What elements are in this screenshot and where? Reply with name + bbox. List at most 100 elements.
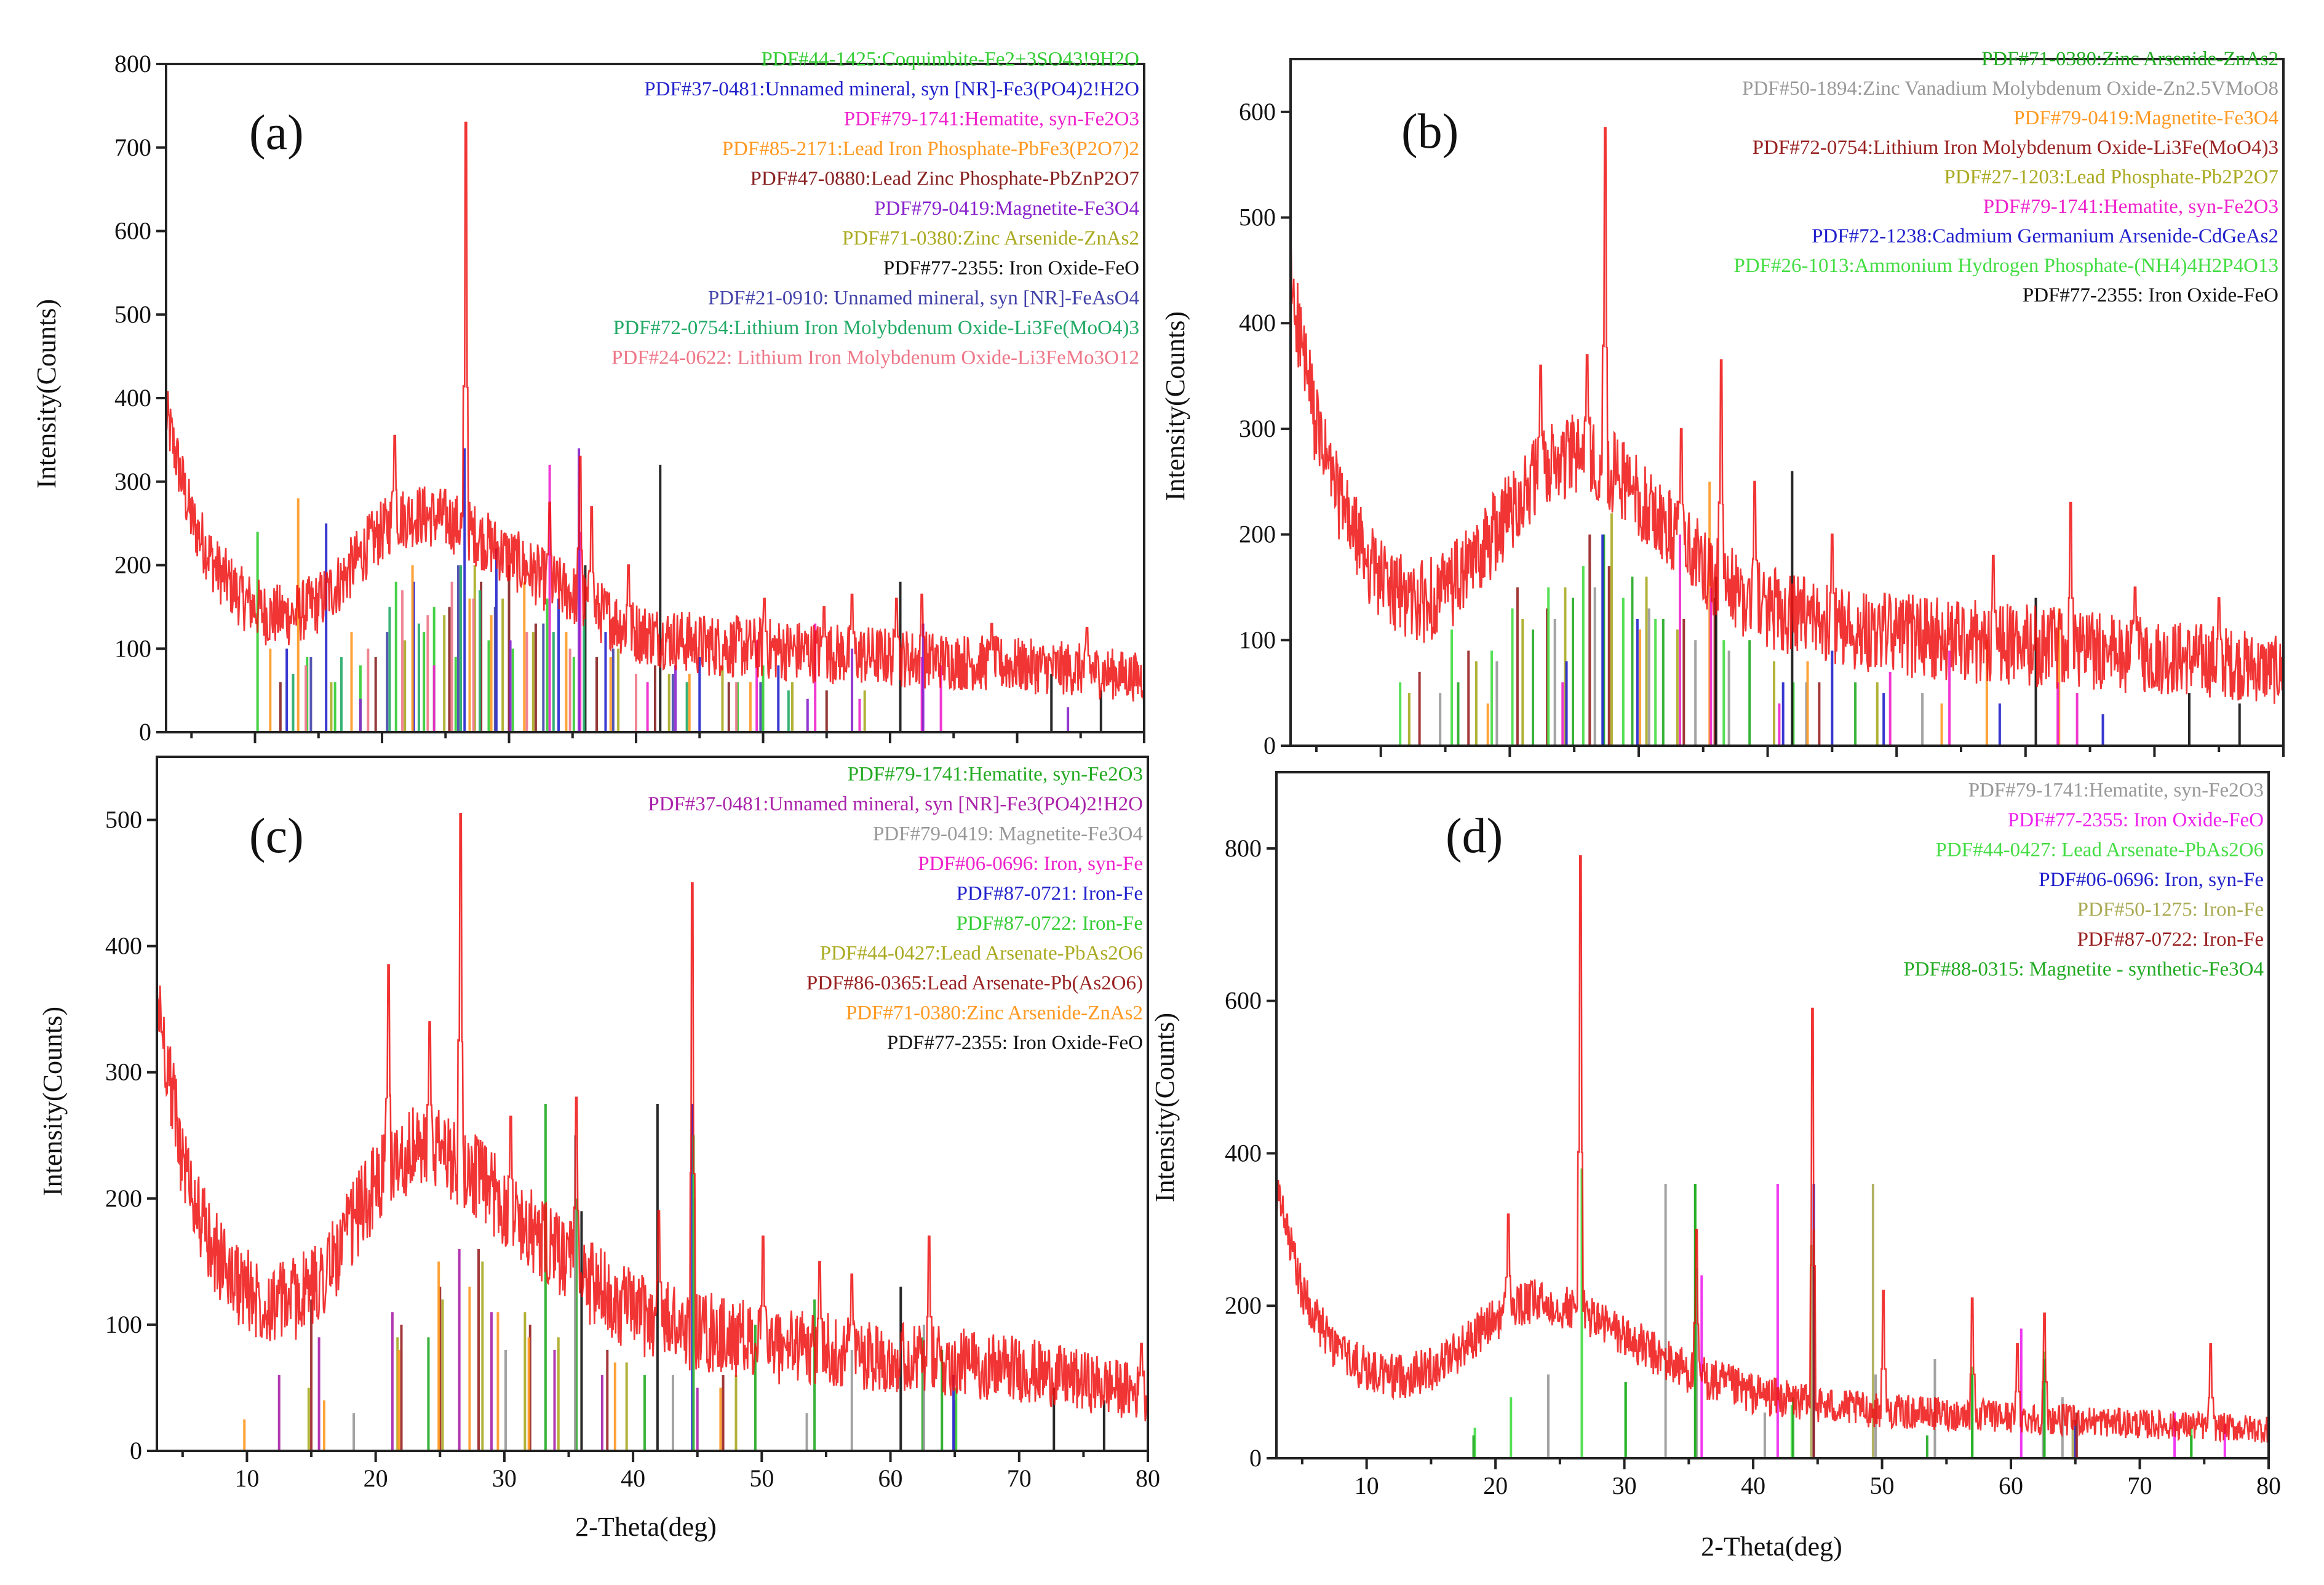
panel-a-ytick-label-0: 0 [139, 718, 151, 746]
panel-c-xtick-label-4: 50 [749, 1464, 774, 1492]
panel-c-series-1 [277, 1248, 699, 1451]
panel-b-legend-item-7: PDF#26-1013:Ammonium Hydrogen Phosphate-… [1734, 255, 2278, 277]
panel-c-legend-item-0: PDF#79-1741:Hematite, syn-Fe2O3 [848, 764, 1143, 786]
panel-a-ytick-label-3: 300 [114, 468, 151, 495]
panel-a-series-8 [309, 565, 762, 732]
panel-a-ytick-label-5: 500 [114, 300, 151, 328]
panel-c-series-5 [692, 1135, 958, 1451]
panel-d-xtick-label-4: 50 [1870, 1472, 1895, 1499]
panel-d-legend-item-6: PDF#88-0315: Magnetite - synthetic-Fe3O4 [1903, 959, 2264, 981]
panel-a-series-4 [279, 565, 828, 732]
panel-c-ytick-label-2: 200 [105, 1184, 142, 1212]
panel-d-ytick-label-2: 400 [1225, 1139, 1262, 1167]
panel-d-ylabel: Intensity(Counts) [1150, 1013, 1180, 1202]
panel-a-ytick-label-6: 600 [114, 217, 151, 245]
panel-d-xtick-label-0: 10 [1355, 1472, 1379, 1499]
panel-a-ytick-label-1: 100 [114, 634, 151, 662]
panel-a-ytick-label-7: 700 [114, 134, 151, 161]
panel-b-legend-item-0: PDF#71-0380:Zinc Arsenide-ZnAs2 [1981, 48, 2278, 70]
panel-d-ytick-label-1: 200 [1225, 1292, 1262, 1319]
panel-c-series-7 [310, 1248, 725, 1451]
panel-c-xlabel: 2-Theta(deg) [575, 1512, 717, 1542]
panel-c-legend-item-1: PDF#37-0481:Unnamed mineral, syn [NR]-Fe… [648, 793, 1143, 815]
panel-d-legend-item-5: PDF#87-0722: Iron-Fe [2077, 928, 2264, 951]
panel-b-ytick-label-1: 100 [1239, 626, 1276, 653]
panel-b-legend-item-3: PDF#72-0754:Lithium Iron Molybdenum Oxid… [1753, 137, 2278, 159]
panel-a-series-0 [256, 532, 765, 732]
panel-b-ytick-label-3: 300 [1239, 415, 1276, 442]
panel-c-ytick-label-1: 100 [105, 1311, 142, 1338]
panel-c-xtick-label-3: 40 [621, 1464, 645, 1492]
panel-d-ytick-label-4: 800 [1225, 834, 1262, 862]
panel-a-measured-curve [166, 121, 1144, 702]
panel-d-legend-item-0: PDF#79-1741:Hematite, syn-Fe2O3 [1968, 780, 2264, 802]
panel-a-legend-item-7: PDF#77-2355: Iron Oxide-FeO [883, 257, 1139, 279]
panel-d-xtick-label-7: 80 [2256, 1472, 2281, 1499]
panel-c-legend-item-4: PDF#87-0721: Iron-Fe [957, 883, 1143, 905]
panel-c-xtick-label-1: 20 [364, 1464, 388, 1492]
panel-b-legend-item-5: PDF#79-1741:Hematite, syn-Fe2O3 [1983, 196, 2278, 218]
panel-a-series-6 [330, 565, 866, 732]
panel-d-xtick-label-6: 70 [2128, 1472, 2152, 1499]
panel-d-xtick-label-3: 40 [1741, 1472, 1765, 1499]
panel-c-ytick-label-5: 500 [105, 806, 142, 834]
panel-c-xtick-label-0: 10 [234, 1464, 259, 1492]
panel-a-ytick-label-8: 800 [114, 50, 151, 78]
panel-a-series-10 [304, 581, 738, 732]
panel-a-ylabel: Intensity(Counts) [31, 299, 62, 489]
panel-c-xtick-label-7: 80 [1136, 1464, 1160, 1492]
panel-b-legend-item-6: PDF#72-1238:Cadmium Germanium Arsenide-C… [1812, 225, 2278, 247]
panel-c-measured-curve [157, 813, 1148, 1422]
panel-c-legend-item-8: PDF#71-0380:Zinc Arsenide-ZnAs2 [846, 1002, 1143, 1024]
panel-c-xtick-label-5: 60 [878, 1464, 903, 1492]
panel-a-ytick-label-2: 200 [114, 551, 151, 579]
panel-b-ytick-label-5: 500 [1239, 204, 1276, 231]
panel-a-frame [165, 63, 1145, 733]
panel-c-frame [156, 756, 1149, 1452]
panel-a-ytick-label-4: 400 [114, 384, 151, 412]
panel-b-label: (b) [1401, 105, 1458, 159]
panel-d-label: (d) [1446, 809, 1503, 863]
panel-c-ytick-label-3: 300 [105, 1058, 142, 1086]
panel-a-legend-item-1: PDF#37-0481:Unnamed mineral, syn [NR]-Fe… [644, 78, 1139, 100]
panel-b: 0 100 200 300 400 500 600 PDF#71-0380:Zinc Ars… [1160, 48, 2285, 759]
panel-d: 0 200 400 600 800 10 20 30 40 50 60 70 80 PDF#79-174… [1150, 771, 2281, 1562]
panel-b-ylabel: Intensity(Counts) [1160, 311, 1190, 501]
panel-b-legend-item-8: PDF#77-2355: Iron Oxide-FeO [2023, 284, 2278, 306]
panel-c-series-6 [307, 1261, 738, 1451]
panel-b-series-4 [1407, 513, 1879, 746]
panel-a-series-1 [285, 448, 780, 732]
panel-c-series-8 [243, 1261, 722, 1451]
panel-b-ytick-label-0: 0 [1263, 732, 1276, 759]
panel-b-series-3 [1418, 534, 1821, 746]
panel-c: 0 100 200 300 400 500 10 20 30 40 50 60 70 80 PDF#79-… [38, 756, 1160, 1542]
panel-b-ytick-label-4: 400 [1239, 309, 1276, 337]
panel-a-legend-item-8: PDF#21-0910: Unnamed mineral, syn [NR]-F… [708, 287, 1139, 309]
panel-a-legend-item-3: PDF#85-2171:Lead Iron Phosphate-PbFe3(P2… [722, 138, 1139, 160]
panel-c-legend-item-9: PDF#77-2355: Iron Oxide-FeO [887, 1032, 1143, 1054]
panel-d-legend-item-2: PDF#44-0427: Lead Arsenate-PbAs2O6 [1936, 839, 2264, 861]
panel-a: 0 100 200 300 400 500 600 700 800 PDF#44-1425:Co… [31, 49, 1145, 746]
panel-c-legend-item-2: PDF#79-0419: Magnetite-Fe3O4 [873, 823, 1143, 845]
panel-b-legend-item-4: PDF#27-1203:Lead Phosphate-Pb2P2O7 [1944, 166, 2278, 188]
panel-a-series-5 [359, 448, 1070, 732]
panel-a-legend-item-9: PDF#72-0754:Lithium Iron Molybdenum Oxid… [613, 317, 1139, 339]
panel-c-legend-item-5: PDF#87-0722: Iron-Fe [957, 912, 1143, 935]
panel-b-legend-item-1: PDF#50-1894:Zinc Vanadium Molybdenum Oxi… [1742, 78, 2278, 100]
panel-d-xtick-label-1: 20 [1483, 1472, 1508, 1499]
panel-b-ytick-label-2: 200 [1239, 521, 1276, 548]
panel-b-series-0 [1457, 534, 1857, 746]
panel-c-xtick-label-2: 30 [492, 1464, 517, 1492]
panel-d-xlabel: 2-Theta(deg) [1701, 1531, 1842, 1562]
panel-b-series-6 [1565, 534, 2104, 746]
panel-a-legend-item-2: PDF#79-1741:Hematite, syn-Fe2O3 [844, 108, 1139, 130]
panel-c-ytick-label-0: 0 [130, 1437, 142, 1464]
panel-b-series-7 [1399, 566, 1795, 746]
panel-c-legend-item-7: PDF#86-0365:Lead Arsenate-Pb(As2O6) [806, 972, 1143, 994]
panel-d-legend-item-1: PDF#77-2355: Iron Oxide-FeO [2008, 809, 2264, 831]
panel-a-series-7 [584, 465, 1102, 732]
panel-a-series-9 [292, 565, 790, 732]
panel-b-frame [1289, 58, 2285, 747]
panel-a-legend-item-6: PDF#71-0380:Zinc Arsenide-ZnAs2 [842, 228, 1139, 250]
panel-b-legend-item-2: PDF#79-0419:Magnetite-Fe3O4 [2013, 107, 2278, 129]
